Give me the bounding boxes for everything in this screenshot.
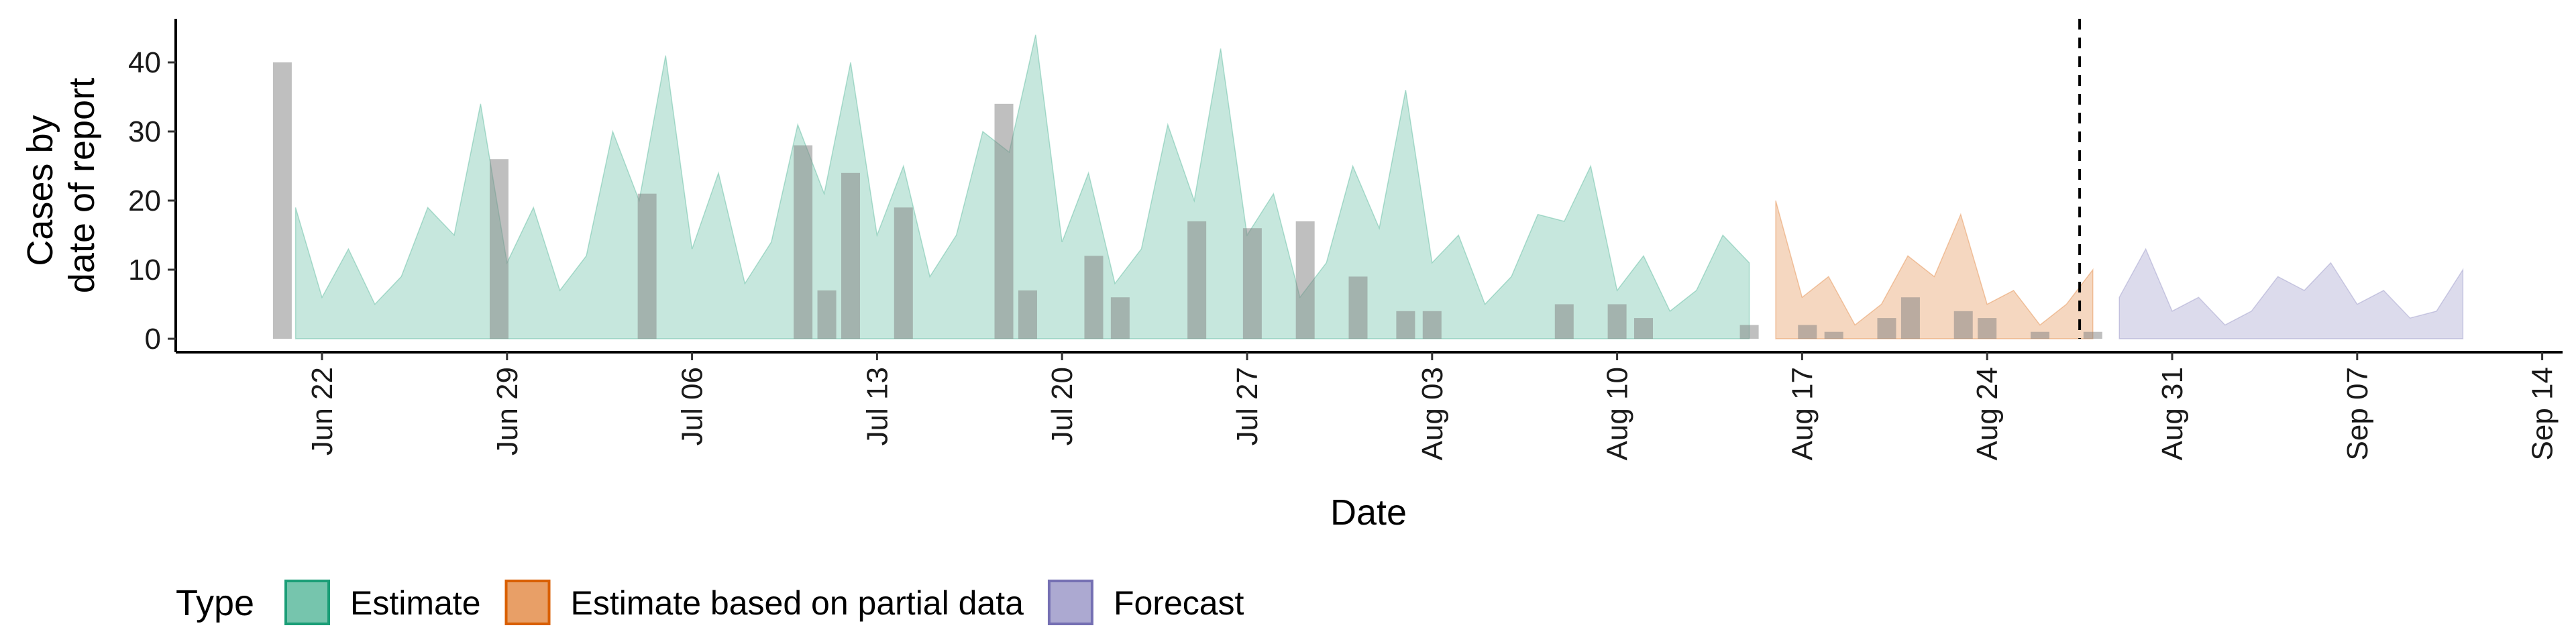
series-area-forecast (2118, 248, 2464, 339)
reported-case-bar (1900, 297, 1920, 339)
legend-swatch-estimate (284, 580, 330, 625)
reported-case-bar (1018, 290, 1037, 339)
y-axis-title-line-2: date of report (62, 78, 102, 293)
reported-case-bar (1295, 221, 1315, 339)
reported-case-bar (1798, 325, 1817, 339)
y-tick-label: 0 (145, 323, 161, 356)
reported-case-bar (1824, 331, 1843, 339)
x-tick-label: Aug 24 (1971, 367, 2004, 460)
legend-label-forecast: Forecast (1114, 584, 1244, 622)
reported-case-bar (1084, 256, 1104, 339)
reported-case-bar (1953, 311, 1973, 339)
reported-case-bar (1607, 304, 1627, 339)
y-tick-label: 20 (128, 184, 161, 217)
reported-case-bar (1187, 221, 1207, 339)
reported-case-bar (1110, 297, 1130, 339)
reported-case-bar (489, 159, 508, 339)
x-tick-label: Aug 03 (1416, 367, 1449, 460)
x-tick-label: Sep 07 (2341, 367, 2374, 460)
y-tick-label: 30 (128, 115, 161, 148)
y-tick-label: 40 (128, 46, 161, 79)
reported-case-bar (1422, 311, 1442, 339)
reported-case-bar (994, 103, 1014, 339)
legend-label-estimate: Estimate (350, 584, 481, 622)
y-axis-title: Cases by date of report (20, 78, 102, 293)
reported-case-bar (637, 193, 657, 339)
reported-case-bar (2031, 331, 2049, 339)
x-tick-label: Jul 27 (1231, 367, 1264, 445)
reported-case-bar (841, 172, 860, 339)
legend-label-estimate-based-on-partial-data: Estimate based on partial data (571, 584, 1024, 622)
x-tick-label: Jun 22 (306, 367, 339, 455)
reported-case-bar (894, 207, 913, 339)
y-axis-title-line-1: Cases by (20, 115, 60, 266)
reported-case-bar (794, 145, 813, 339)
x-tick-label: Jul 06 (676, 367, 709, 445)
reported-case-bar (1739, 325, 1759, 339)
reported-case-bar (817, 290, 837, 339)
legend-swatch-estimate-based-on-partial-data (504, 580, 551, 625)
x-tick-label: Aug 31 (2156, 367, 2189, 460)
reported-case-bar (272, 62, 292, 339)
reported-case-bar (1877, 318, 1896, 339)
reported-case-bar (1634, 318, 1653, 339)
x-tick-label: Jun 29 (491, 367, 524, 455)
x-axis-title: Date (1330, 492, 1407, 533)
legend: Type Estimate Estimate based on partial d… (176, 580, 1244, 625)
reported-case-bar (1396, 311, 1415, 339)
area-layer (294, 34, 2464, 339)
reported-case-bar (1554, 304, 1574, 339)
series-area-estimate (294, 34, 1750, 339)
x-tick-label: Sep 14 (2526, 367, 2559, 460)
legend-swatch-forecast (1047, 580, 1093, 625)
reported-case-bar (1348, 276, 1368, 339)
x-tick-label: Jul 13 (861, 367, 894, 445)
legend-title: Type (176, 583, 254, 623)
y-tick-label: 10 (128, 254, 161, 286)
axes-layer: 0 10 20 30 40 Jun 22 Jun 29 Jul 06 Jul 13 Jul 20 J… (128, 19, 2563, 460)
x-tick-label: Jul 20 (1046, 367, 1079, 445)
series-area-estimate-based-on-partial-data (1775, 200, 2094, 339)
bar-layer (272, 62, 2102, 339)
reported-case-bar (1978, 318, 1997, 339)
reported-case-bar (1242, 228, 1262, 339)
x-tick-label: Aug 10 (1601, 367, 1634, 460)
reported-case-bar (2083, 331, 2102, 339)
x-tick-label: Aug 17 (1786, 367, 1819, 460)
